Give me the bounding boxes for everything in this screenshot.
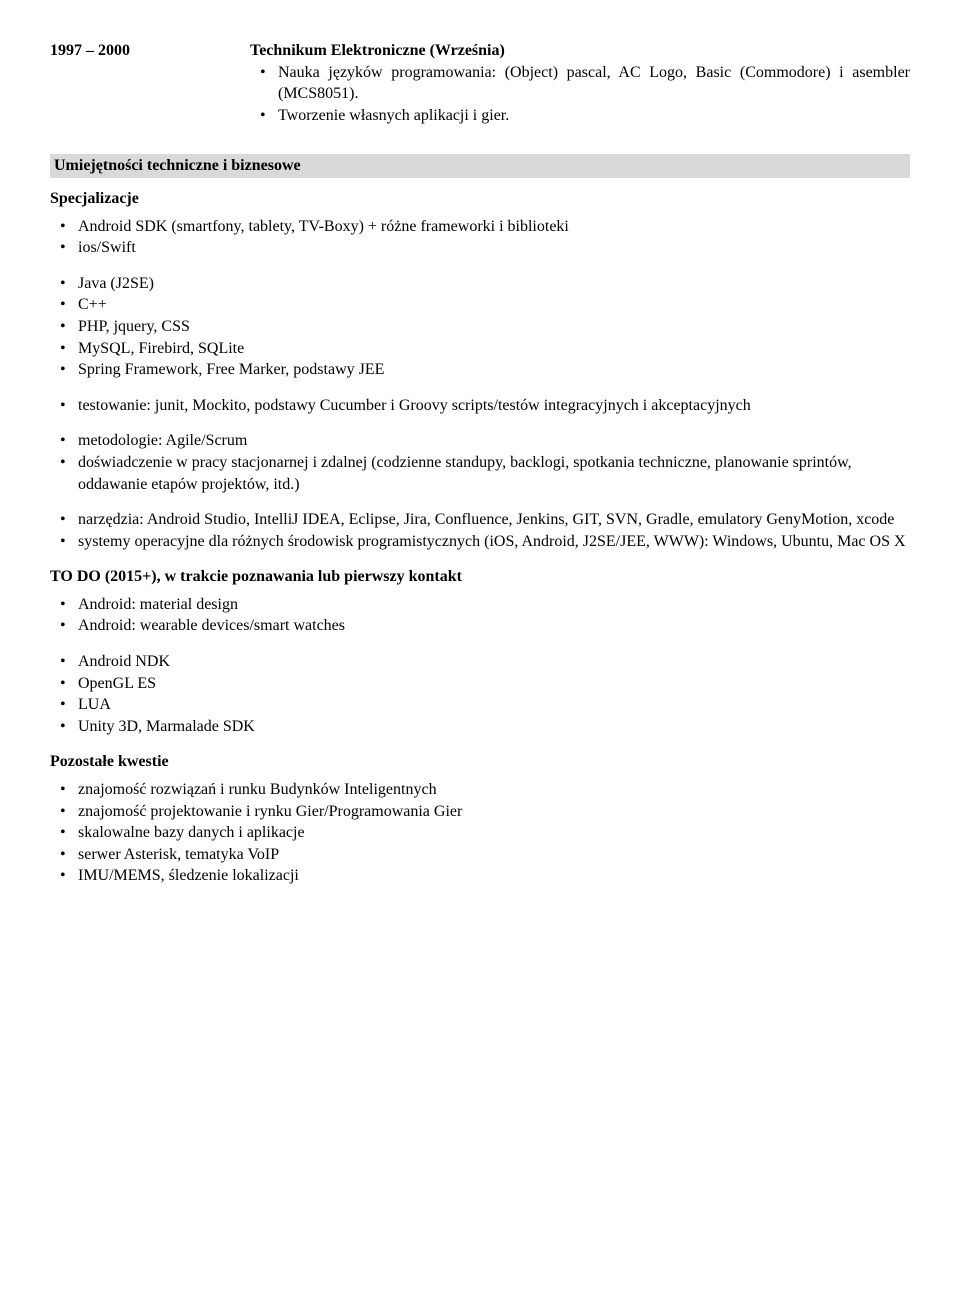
spec-group1: Android SDK (smartfony, tablety, TV-Boxy…	[50, 216, 910, 259]
todo-group2: Android NDK OpenGL ES LUA Unity 3D, Marm…	[50, 651, 910, 737]
spec-header: Specjalizacje	[50, 188, 910, 210]
list-item: narzędzia: Android Studio, IntelliJ IDEA…	[50, 509, 910, 531]
list-item: metodologie: Agile/Scrum	[50, 430, 910, 452]
list-item: OpenGL ES	[50, 673, 910, 695]
list-item: skalowalne bazy danych i aplikacje	[50, 822, 910, 844]
list-item: serwer Asterisk, tematyka VoIP	[50, 844, 910, 866]
list-item: MySQL, Firebird, SQLite	[50, 338, 910, 360]
list-item: PHP, jquery, CSS	[50, 316, 910, 338]
list-item: testowanie: junit, Mockito, podstawy Cuc…	[50, 395, 910, 417]
list-item: LUA	[50, 694, 910, 716]
list-item: Android: wearable devices/smart watches	[50, 615, 910, 637]
spec-group2: Java (J2SE) C++ PHP, jquery, CSS MySQL, …	[50, 273, 910, 381]
list-item: znajomość projektowanie i rynku Gier/Pro…	[50, 801, 910, 823]
spec-group3: testowanie: junit, Mockito, podstawy Cuc…	[50, 395, 910, 417]
spec-group4: metodologie: Agile/Scrum doświadczenie w…	[50, 430, 910, 495]
education-row: 1997 – 2000 Technikum Elektroniczne (Wrz…	[50, 40, 910, 140]
todo-group1: Android: material design Android: wearab…	[50, 594, 910, 637]
todo-header: TO DO (2015+), w trakcie poznawania lub …	[50, 566, 910, 588]
list-item: Java (J2SE)	[50, 273, 910, 295]
education-school: Technikum Elektroniczne (Września)	[250, 40, 910, 62]
education-desc: Technikum Elektroniczne (Września) Nauka…	[250, 40, 910, 140]
other-header: Pozostałe kwestie	[50, 751, 910, 773]
list-item: Android: material design	[50, 594, 910, 616]
list-item: znajomość rozwiązań i runku Budynków Int…	[50, 779, 910, 801]
list-item: IMU/MEMS, śledzenie lokalizacji	[50, 865, 910, 887]
education-years: 1997 – 2000	[50, 40, 250, 62]
list-item: Tworzenie własnych aplikacji i gier.	[250, 105, 910, 127]
list-item: Android SDK (smartfony, tablety, TV-Boxy…	[50, 216, 910, 238]
other-items: znajomość rozwiązań i runku Budynków Int…	[50, 779, 910, 887]
list-item: Android NDK	[50, 651, 910, 673]
list-item: ios/Swift	[50, 237, 910, 259]
list-item: Unity 3D, Marmalade SDK	[50, 716, 910, 738]
list-item: Nauka języków programowania: (Object) pa…	[250, 62, 910, 105]
skills-section-header: Umiejętności techniczne i biznesowe	[50, 154, 910, 178]
education-bullets: Nauka języków programowania: (Object) pa…	[250, 62, 910, 127]
list-item: doświadczenie w pracy stacjonarnej i zda…	[50, 452, 910, 495]
list-item: systemy operacyjne dla różnych środowisk…	[50, 531, 910, 553]
list-item: C++	[50, 294, 910, 316]
spec-group5: narzędzia: Android Studio, IntelliJ IDEA…	[50, 509, 910, 552]
list-item: Spring Framework, Free Marker, podstawy …	[50, 359, 910, 381]
